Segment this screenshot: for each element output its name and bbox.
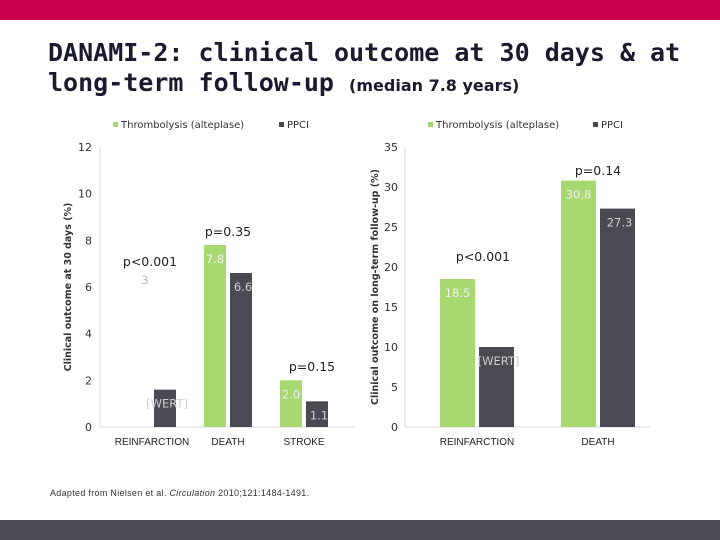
data-label: 1.1 [310, 408, 328, 422]
bar-thrombolysis [561, 180, 596, 427]
y-tick-label: 35 [384, 141, 398, 154]
bar-thrombolysis [204, 245, 226, 427]
category-label: DEATH [581, 437, 614, 448]
data-label: 6.6 [234, 280, 252, 294]
y-tick-label: 12 [78, 141, 92, 154]
category-label: REINFARCTION [440, 437, 514, 448]
data-label: 30.8 [566, 188, 592, 202]
p-value: p=0.35 [205, 224, 251, 239]
slide-title: DANAMI-2: clinical outcome at 30 days & … [48, 38, 708, 101]
citation-prefix: Adapted from Nielsen et al. [50, 488, 170, 498]
title-line-2: long-term follow-up [48, 68, 334, 97]
p-value: p<0.001 [456, 249, 510, 264]
category-label: REINFARCTION [115, 437, 189, 448]
p-value: p<0.001 [123, 254, 177, 269]
p-value: p=0.15 [289, 359, 335, 374]
bar-ppci [306, 401, 328, 427]
citation-suffix: 2010;121:1484-1491. [215, 488, 310, 498]
bar-thrombolysis [280, 380, 302, 427]
citation: Adapted from Nielsen et al. Circulation … [50, 488, 309, 498]
top-brand-band [0, 0, 720, 20]
legend-label: PPCI [287, 120, 309, 131]
bar-ppci [600, 208, 635, 427]
category-label: STROKE [283, 437, 324, 448]
data-label: 18.5 [445, 286, 471, 300]
title-line-1: DANAMI-2: clinical outcome at 30 days & … [48, 38, 681, 67]
y-tick-label: 15 [384, 301, 398, 314]
bar-thrombolysis [440, 279, 475, 427]
y-tick-label: 2 [85, 374, 92, 387]
y-tick-label: 25 [384, 221, 398, 234]
legend-swatch [593, 122, 598, 127]
y-axis-title: Clinical outcome at 30 days (%) [63, 203, 74, 372]
legend-swatch [428, 122, 433, 127]
y-tick-label: 10 [78, 188, 92, 201]
legend-label: Thrombolysis (alteplase) [120, 120, 244, 131]
y-tick-label: 10 [384, 341, 398, 354]
y-tick-label: 4 [85, 328, 92, 341]
category-label: DEATH [211, 437, 244, 448]
y-tick-label: 0 [391, 421, 398, 434]
y-tick-label: 8 [85, 234, 92, 247]
data-label: 3 [141, 273, 148, 287]
y-tick-label: 6 [85, 281, 92, 294]
bar-ppci [230, 273, 252, 427]
citation-journal: Circulation [169, 488, 216, 498]
bar-ppci [479, 347, 514, 427]
y-tick-label: 30 [384, 181, 398, 194]
bottom-footer-band [0, 520, 720, 540]
data-label: [WERT] [146, 397, 188, 411]
p-value: p=0.14 [575, 163, 621, 178]
data-label: [WERT] [478, 354, 520, 368]
y-tick-label: 20 [384, 261, 398, 274]
data-label: 7.8 [206, 252, 224, 266]
legend-label: PPCI [601, 120, 623, 131]
legend-label: Thrombolysis (alteplase) [435, 120, 559, 131]
legend-swatch [113, 122, 118, 127]
bar-ppci [154, 389, 176, 427]
y-tick-label: 5 [391, 381, 398, 394]
y-tick-label: 0 [85, 421, 92, 434]
y-axis-title: Clinical outcome on long-term follow-up … [370, 169, 381, 405]
data-label: 27.3 [607, 216, 633, 230]
legend-swatch [279, 122, 284, 127]
title-suffix: (median 7.8 years) [349, 76, 520, 95]
data-label: 2.0 [282, 387, 300, 401]
